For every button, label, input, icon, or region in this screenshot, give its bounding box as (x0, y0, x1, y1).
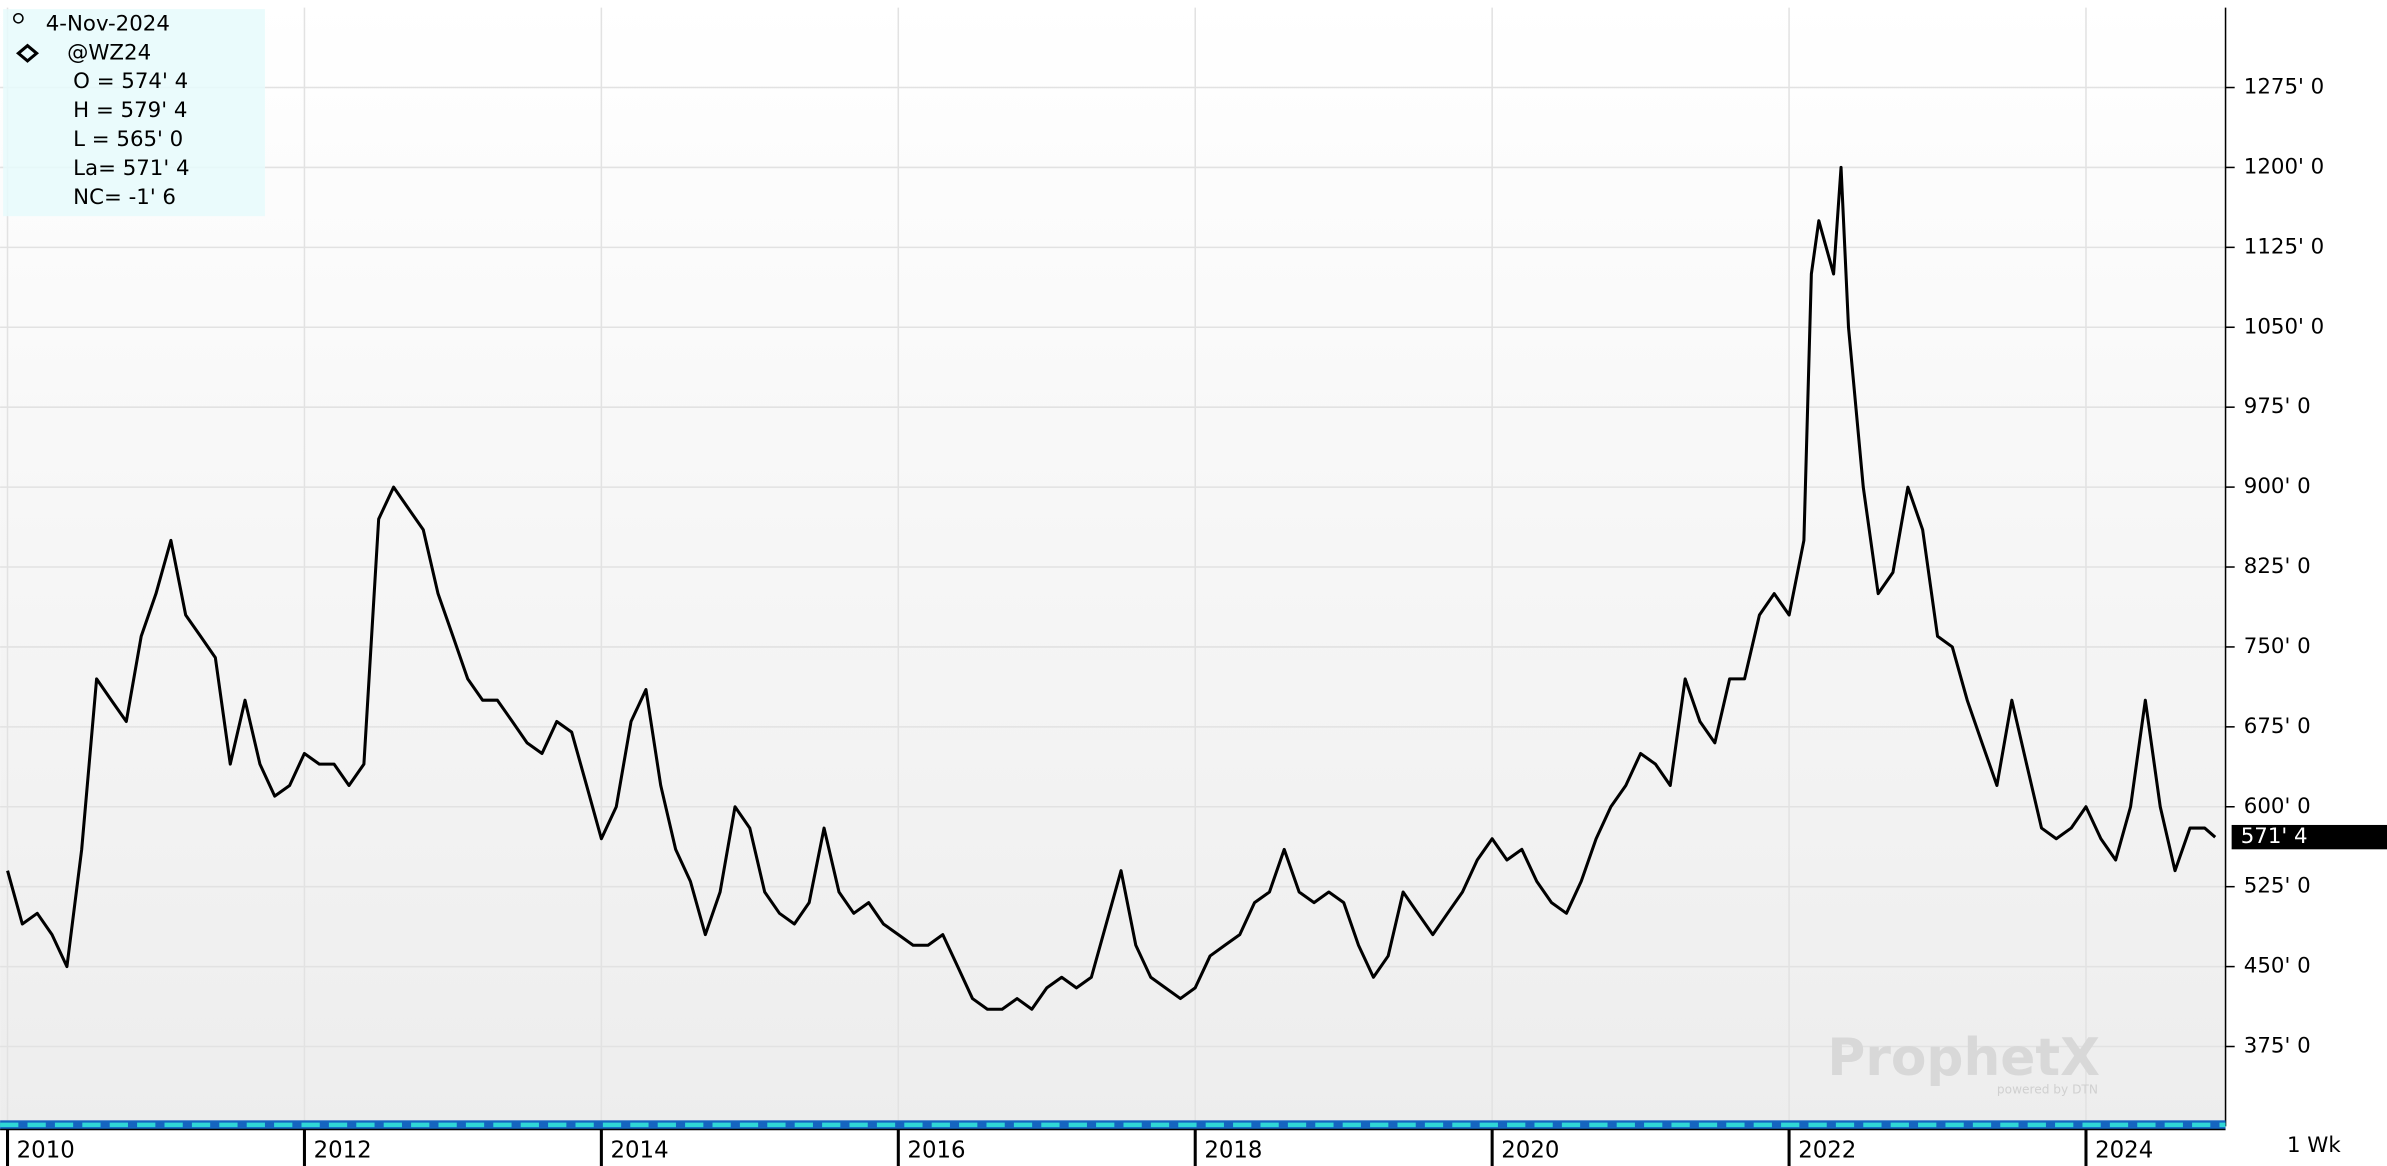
info-box (3, 9, 265, 217)
y-tick-label: 825' 0 (2244, 554, 2311, 579)
last-price-label: 571' 4 (2241, 824, 2308, 849)
watermark: ProphetX (1827, 1028, 2100, 1088)
y-tick-label: 750' 0 (2244, 634, 2311, 659)
x-tick-label: 2024 (2095, 1137, 2153, 1163)
y-tick-label: 1125' 0 (2244, 234, 2324, 259)
y-tick-label: 600' 0 (2244, 794, 2311, 819)
y-tick-label: 675' 0 (2244, 714, 2311, 739)
info-low: L = 565' 0 (73, 127, 183, 152)
y-tick-label: 450' 0 (2244, 954, 2311, 979)
x-tick-label: 2016 (907, 1137, 965, 1163)
x-tick-label: 2012 (314, 1137, 372, 1163)
symbol-icon (15, 43, 40, 63)
watermark-sub: powered by DTN (1997, 1082, 2098, 1096)
zoom-icon (13, 12, 24, 24)
x-tick-label: 2014 (611, 1137, 669, 1163)
x-tick-label: 2022 (1798, 1137, 1856, 1163)
x-tick-label: 2020 (1501, 1137, 1559, 1163)
x-tick-label: 2010 (17, 1137, 75, 1163)
y-tick-label: 525' 0 (2244, 874, 2311, 899)
price-line (6, 165, 2217, 1011)
info-last: La= 571' 4 (73, 156, 189, 181)
info-high: H = 579' 4 (73, 98, 187, 123)
y-tick-label: 1200' 0 (2244, 154, 2324, 179)
info-net-change: NC= -1' 6 (73, 185, 176, 210)
last-price-box (2231, 824, 2387, 850)
y-tick-label: 900' 0 (2244, 474, 2311, 499)
y-tick-label: 1275' 0 (2244, 75, 2324, 100)
y-tick-label: 1050' 0 (2244, 314, 2324, 339)
info-date: 4-Nov-2024 (46, 11, 170, 36)
y-tick-label: 975' 0 (2244, 394, 2311, 419)
info-open: O = 574' 4 (73, 69, 188, 94)
period-label: 1 Wk (2287, 1133, 2341, 1158)
plot-background (0, 0, 2226, 1127)
y-tick-label: 375' 0 (2244, 1034, 2311, 1059)
info-symbol: @WZ24 (67, 40, 151, 65)
x-tick-label: 2018 (1204, 1137, 1262, 1163)
